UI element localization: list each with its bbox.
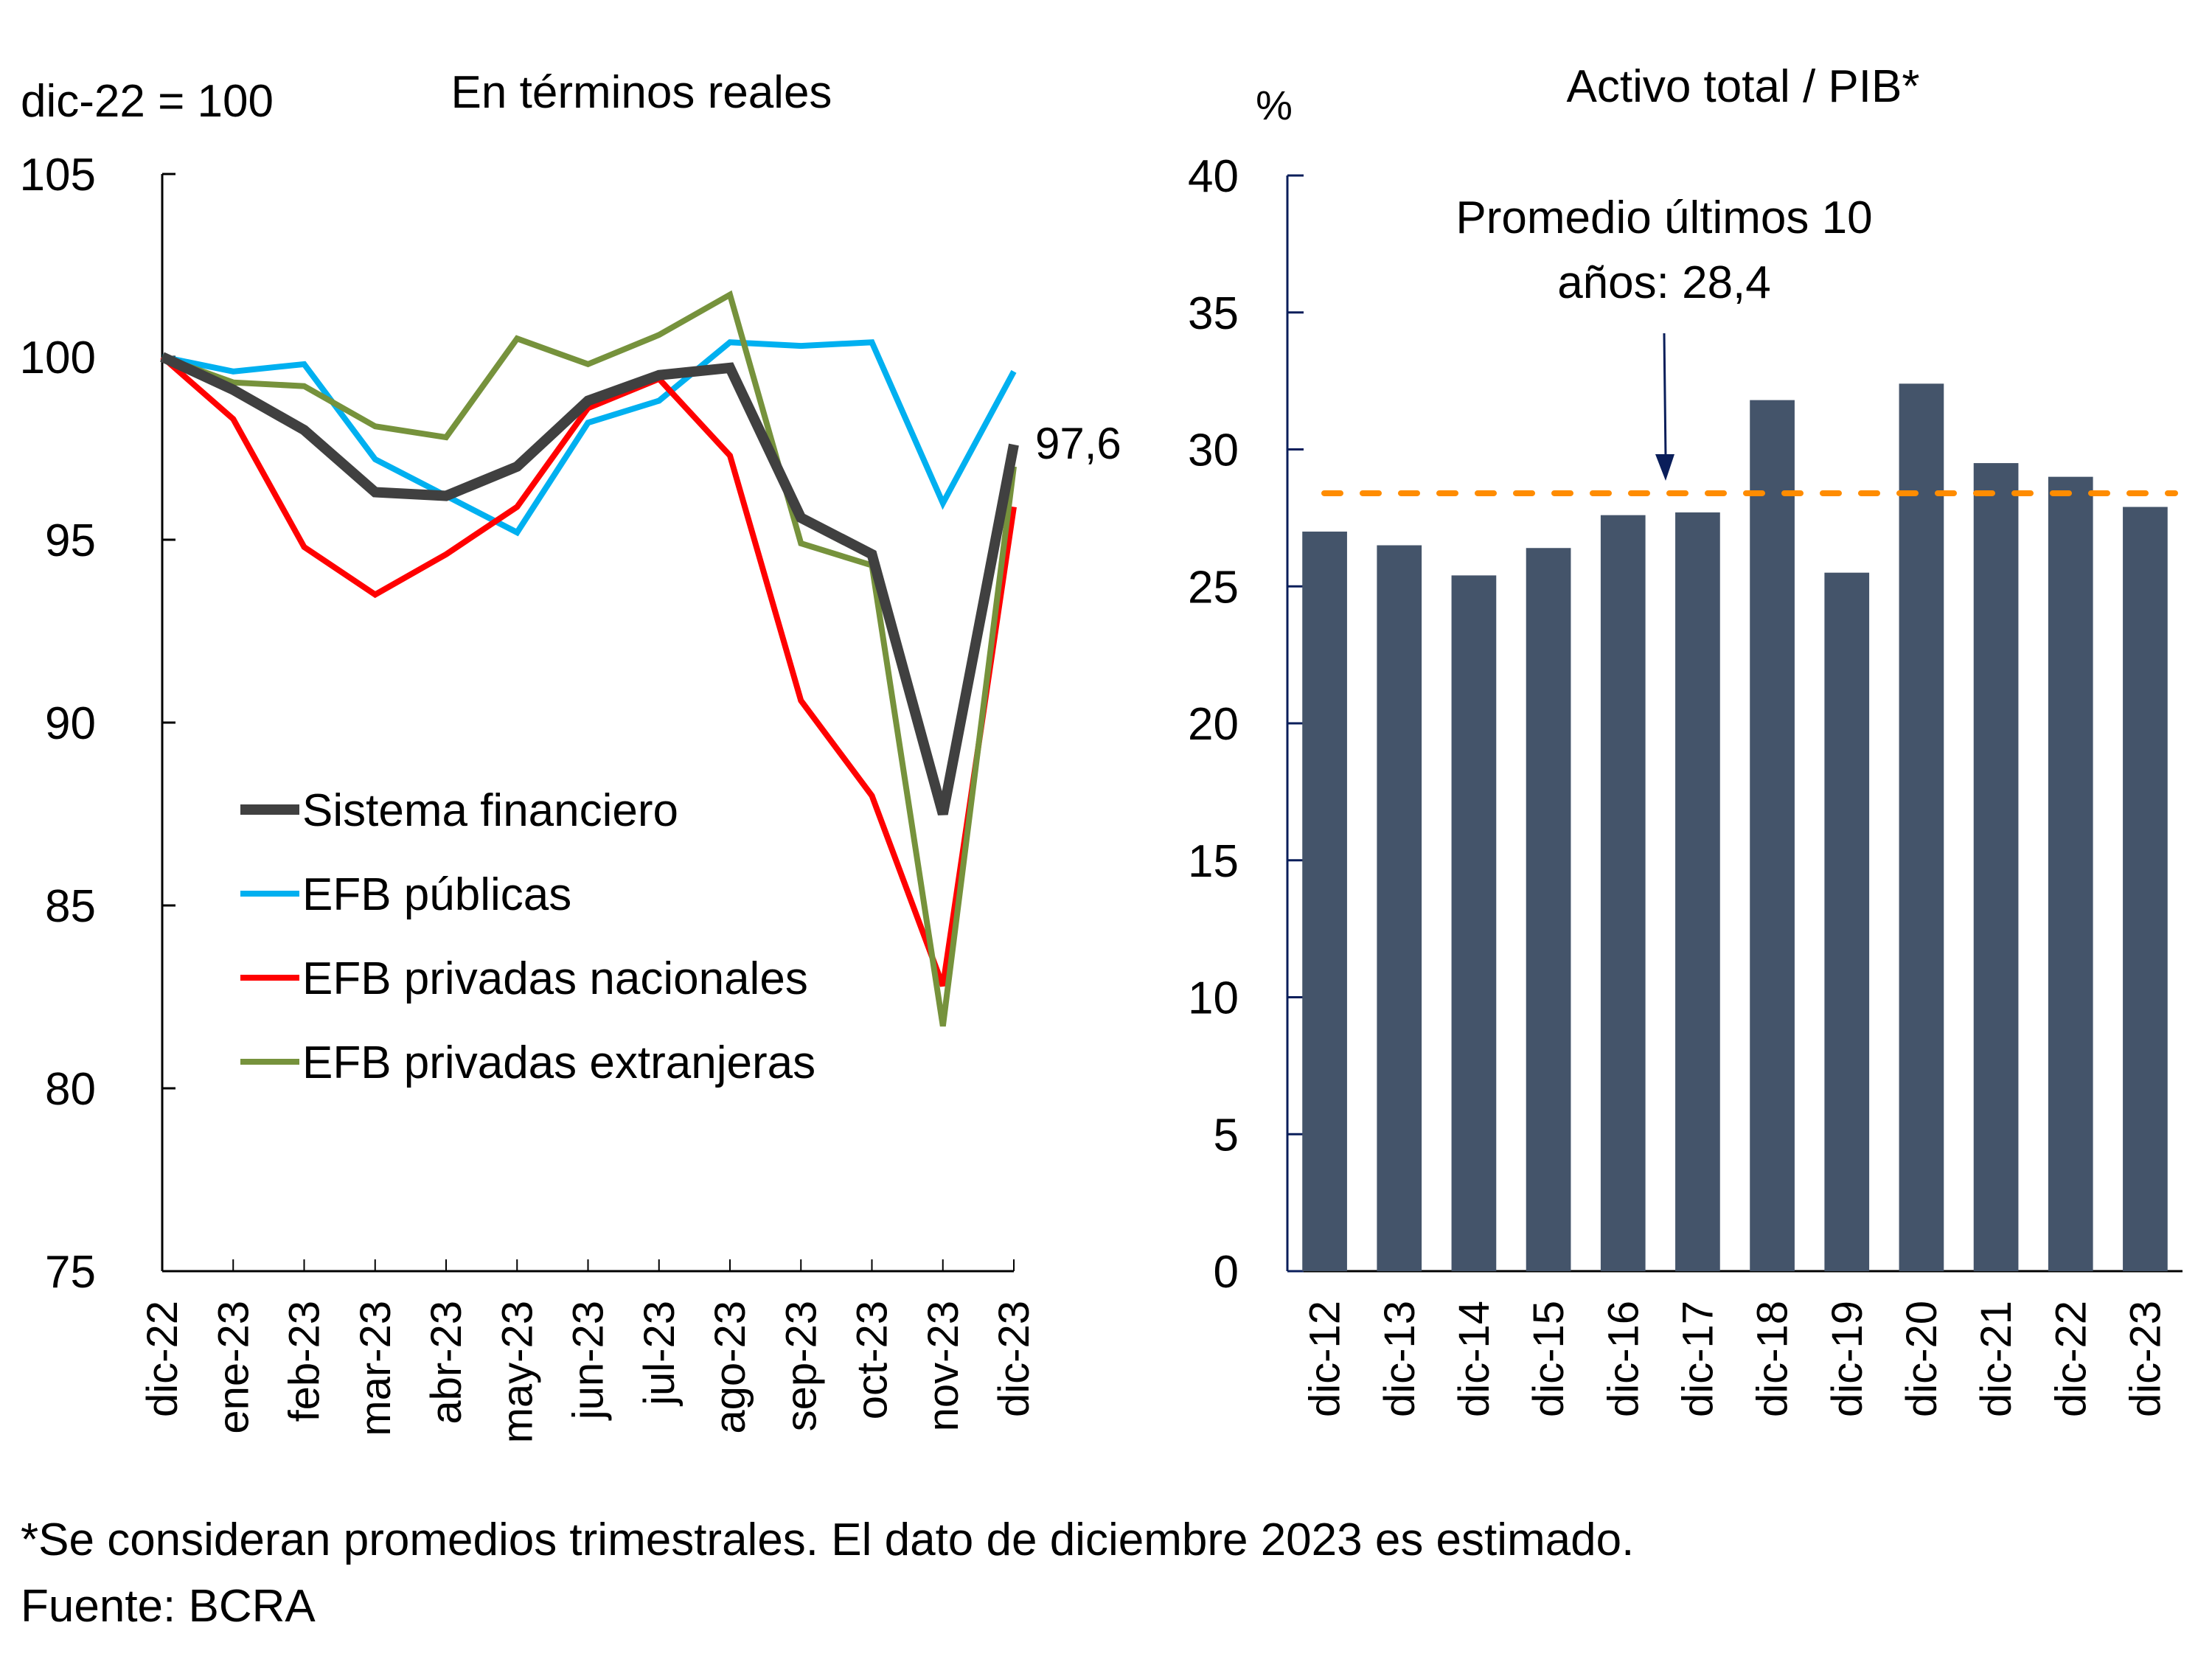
left-x-tick-label: feb-23 xyxy=(281,1301,329,1422)
right-x-tick-label: dic-16 xyxy=(1599,1301,1647,1417)
right-y-tick-label: 20 xyxy=(1188,699,1239,750)
series-line-efb-privadas-nacionales xyxy=(160,354,1017,987)
left-y-tick-label: 95 xyxy=(45,515,96,566)
left-x-tick-label: ago-23 xyxy=(706,1301,754,1434)
right-x-tick-label: dic-22 xyxy=(2047,1301,2095,1417)
right-y-tick-label: 40 xyxy=(1188,151,1239,202)
right-y-tick-label: 0 xyxy=(1214,1247,1239,1298)
left-x-tick-label: jul-23 xyxy=(636,1301,684,1407)
left-chart-title: En términos reales xyxy=(451,67,832,118)
left-y-tick-label: 85 xyxy=(45,881,96,932)
right-x-tick-label: dic-12 xyxy=(1301,1301,1349,1417)
left-x-tick-label: abr-23 xyxy=(422,1301,470,1425)
end-value-label: 97,6 xyxy=(1035,419,1121,468)
left-y-tick-label: 90 xyxy=(45,698,96,749)
bar-dic-20 xyxy=(1899,383,1944,1271)
right-y-tick-label: 35 xyxy=(1188,288,1239,339)
bar-dic-12 xyxy=(1302,531,1347,1271)
bar-dic-13 xyxy=(1377,545,1422,1271)
right-y-tick-label: 10 xyxy=(1188,973,1239,1024)
bar-dic-22 xyxy=(2048,476,2093,1271)
legend-label: EFB públicas xyxy=(302,869,571,920)
bar-dic-14 xyxy=(1451,575,1497,1271)
right-x-tick-label: dic-14 xyxy=(1450,1301,1498,1417)
right-x-tick-label: dic-19 xyxy=(1823,1301,1871,1417)
bar-dic-18 xyxy=(1750,400,1795,1271)
right-y-tick-label: 5 xyxy=(1214,1110,1239,1161)
right-x-tick-label: dic-20 xyxy=(1898,1301,1946,1417)
bar-dic-16 xyxy=(1600,515,1646,1272)
bar-dic-15 xyxy=(1526,548,1571,1271)
annotation-arrow-icon xyxy=(1655,333,1674,481)
legend-label: Sistema financiero xyxy=(302,785,678,836)
footnote: *Se consideran promedios trimestrales. E… xyxy=(21,1514,1635,1565)
bar-dic-19 xyxy=(1824,572,1870,1271)
right-bars: dic-12 dic-13 dic-14 dic-15 dic-16 dic-17 dic-… xyxy=(1301,383,2169,1417)
left-x-tick-label: dic-22 xyxy=(139,1301,187,1417)
legend-label: EFB privadas nacionales xyxy=(302,953,808,1004)
source-note: Fuente: BCRA xyxy=(21,1581,316,1632)
left-x-tick-label: nov-23 xyxy=(919,1301,967,1431)
right-y-tick-label: 30 xyxy=(1188,425,1239,476)
left-x-tick-label: oct-23 xyxy=(849,1301,897,1419)
left-y-tick-label: 100 xyxy=(20,333,96,383)
right-y-tick-label: 25 xyxy=(1188,562,1239,613)
left-axes: 75 80 85 90 95 100 105 dic-22 ene-23 feb-23 mar-23… xyxy=(20,150,1038,1443)
right-bar-chart: % Activo total / PIB* 0 5 10 15 20 25 30 35 40 d… xyxy=(1188,61,2183,1417)
right-x-tick-label: dic-15 xyxy=(1525,1301,1573,1417)
left-x-tick-label: ene-23 xyxy=(209,1301,257,1434)
left-x-tick-label: jun-23 xyxy=(565,1301,613,1421)
right-x-tick-label: dic-17 xyxy=(1674,1301,1722,1417)
left-legend: Sistema financiero EFB públicas EFB privad… xyxy=(240,785,815,1088)
arrow-head xyxy=(1655,454,1674,481)
series-line-efb-p-blicas xyxy=(161,339,1017,537)
legend-label: EFB privadas extranjeras xyxy=(302,1037,815,1088)
right-x-tick-label: dic-21 xyxy=(1972,1301,2020,1417)
right-x-tick-label: dic-23 xyxy=(2121,1301,2169,1417)
left-y-tick-label: 80 xyxy=(45,1064,96,1115)
left-series-lines xyxy=(160,290,1019,1027)
left-x-tick-label: mar-23 xyxy=(352,1301,400,1436)
left-x-tick-label: dic-23 xyxy=(990,1301,1038,1417)
left-x-tick-label: may-23 xyxy=(493,1301,541,1443)
right-y-axis-label: % xyxy=(1256,82,1293,128)
right-y-tick-label: 15 xyxy=(1188,836,1239,887)
left-x-tick-label: sep-23 xyxy=(777,1301,825,1431)
right-x-tick-label: dic-13 xyxy=(1376,1301,1424,1417)
left-line-chart: dic-22 = 100 En términos reales 75 80 85 90… xyxy=(20,67,1121,1443)
right-axes: 0 5 10 15 20 25 30 35 40 xyxy=(1188,151,2183,1298)
bar-dic-21 xyxy=(1973,463,2019,1272)
right-chart-title: Activo total / PIB* xyxy=(1567,61,1920,112)
bar-dic-23 xyxy=(2123,507,2168,1271)
series-line-sistema-financiero xyxy=(160,352,1019,815)
right-x-tick-label: dic-18 xyxy=(1749,1301,1797,1417)
arrow-shaft xyxy=(1663,333,1667,458)
left-y-tick-label: 105 xyxy=(20,150,96,201)
average-annotation-line1: Promedio últimos 10 xyxy=(1455,192,1872,243)
left-y-axis-label: dic-22 = 100 xyxy=(21,76,274,127)
bar-dic-17 xyxy=(1675,512,1720,1271)
left-y-tick-label: 75 xyxy=(45,1247,96,1298)
average-annotation-line2: años: 28,4 xyxy=(1557,257,1771,308)
